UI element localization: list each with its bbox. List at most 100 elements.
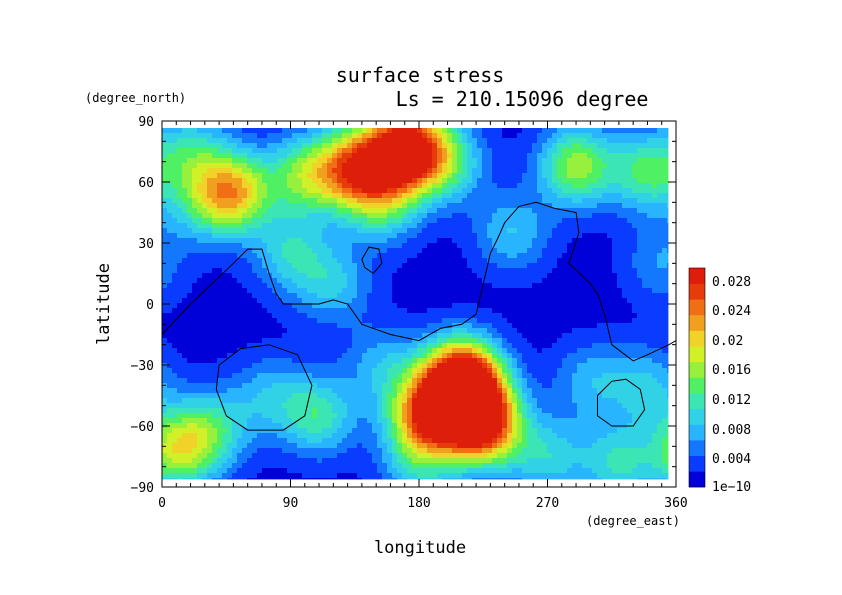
field-cell [442, 128, 448, 134]
field-cell [512, 138, 518, 144]
field-cell [342, 348, 348, 354]
field-cell [222, 288, 228, 294]
field-cell [622, 208, 628, 214]
field-cell [392, 368, 398, 374]
field-cell [332, 208, 338, 214]
field-cell [272, 158, 278, 164]
field-cell [662, 368, 668, 374]
field-cell [407, 363, 413, 369]
field-cell [622, 363, 628, 369]
field-cell [392, 313, 398, 319]
field-cell [352, 293, 358, 299]
field-cell [302, 128, 308, 134]
field-cell [402, 363, 408, 369]
field-cell [447, 238, 453, 244]
field-cell [622, 213, 628, 219]
field-cell [492, 218, 498, 224]
field-cell [357, 293, 363, 299]
field-cell [457, 173, 463, 179]
field-cell [397, 348, 403, 354]
field-cell [662, 328, 668, 334]
field-cell [632, 138, 638, 144]
field-cell [312, 153, 318, 159]
field-cell [272, 138, 278, 144]
field-cell [582, 298, 588, 304]
field-cell [382, 143, 388, 149]
field-cell [512, 128, 518, 134]
field-cell [197, 168, 203, 174]
field-cell [322, 213, 328, 219]
field-cell [542, 253, 548, 259]
field-cell [612, 288, 618, 294]
field-cell [472, 278, 478, 284]
field-cell [172, 133, 178, 139]
field-cell [647, 278, 653, 284]
field-cell [257, 153, 263, 159]
field-cell [442, 263, 448, 269]
field-cell [482, 203, 488, 209]
field-cell [367, 178, 373, 184]
field-cell [332, 303, 338, 309]
field-cell [377, 213, 383, 219]
field-cell [377, 203, 383, 209]
field-cell [457, 358, 463, 364]
field-cell [622, 163, 628, 169]
field-cell [657, 153, 663, 159]
field-cell [662, 223, 668, 229]
field-cell [452, 203, 458, 209]
field-cell [567, 268, 573, 274]
field-cell [247, 143, 253, 149]
field-cell [367, 168, 373, 174]
field-cell [292, 368, 298, 374]
field-cell [452, 178, 458, 184]
field-cell [592, 198, 598, 204]
field-cell [572, 163, 578, 169]
field-cell [227, 318, 233, 324]
field-cell [222, 268, 228, 274]
field-cell [272, 338, 278, 344]
field-cell [507, 258, 513, 264]
field-cell [627, 193, 633, 199]
field-cell [647, 183, 653, 189]
field-cell [297, 368, 303, 374]
field-cell [217, 133, 223, 139]
field-cell [587, 133, 593, 139]
field-cell [402, 293, 408, 299]
field-cell [337, 288, 343, 294]
field-cell [622, 348, 628, 354]
field-cell [467, 333, 473, 339]
field-cell [162, 328, 168, 334]
field-cell [222, 293, 228, 299]
field-cell [232, 133, 238, 139]
field-cell [422, 258, 428, 264]
field-cell [537, 298, 543, 304]
field-cell [582, 358, 588, 364]
field-cell [222, 328, 228, 334]
field-cell [267, 163, 273, 169]
field-cell [292, 338, 298, 344]
field-cell [187, 188, 193, 194]
field-cell [347, 163, 353, 169]
field-cell [177, 223, 183, 229]
field-cell [547, 183, 553, 189]
field-cell [517, 188, 523, 194]
field-cell [197, 343, 203, 349]
field-cell [207, 238, 213, 244]
field-cell [547, 243, 553, 249]
field-cell [217, 238, 223, 244]
field-cell [387, 138, 393, 144]
field-cell [522, 358, 528, 364]
field-cell [297, 303, 303, 309]
field-cell [622, 368, 628, 374]
field-cell [192, 143, 198, 149]
field-cell [627, 348, 633, 354]
field-cell [362, 213, 368, 219]
field-cell [492, 208, 498, 214]
field-cell [557, 358, 563, 364]
field-cell [382, 273, 388, 279]
field-cell [187, 148, 193, 154]
field-cell [342, 193, 348, 199]
field-cell [567, 263, 573, 269]
field-cell [607, 353, 613, 359]
field-cell [407, 183, 413, 189]
